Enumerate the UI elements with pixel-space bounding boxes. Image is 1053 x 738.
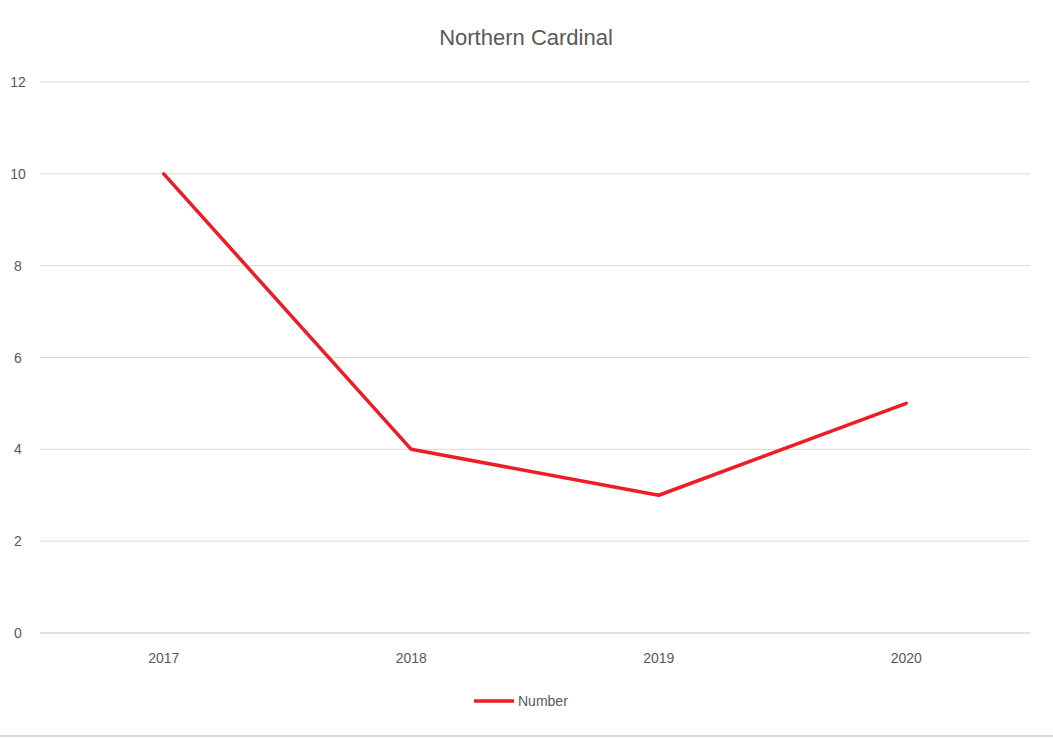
grid-line	[40, 357, 1030, 358]
y-tick-label: 0	[14, 625, 22, 641]
grid-line	[40, 173, 1030, 174]
grid-line	[40, 633, 1030, 634]
x-tick-label: 2018	[396, 650, 427, 666]
title: Northern Cardinal	[439, 25, 613, 50]
frame-edge	[0, 735, 1053, 737]
x-tick-label: 2017	[148, 650, 179, 666]
grid-line	[40, 449, 1030, 450]
grid-line	[40, 265, 1030, 266]
grid-line	[40, 82, 1030, 83]
series-line	[164, 174, 907, 495]
y-tick-label: 2	[14, 533, 22, 549]
y-tick-label: 10	[10, 166, 26, 182]
chart: Northern Cardinal 0 2 4 6 8 10 12 2017 2018 2019 20…	[0, 0, 1053, 738]
y-tick-label: 12	[10, 74, 26, 90]
grid-line	[40, 541, 1030, 542]
y-tick-label: 6	[14, 350, 22, 366]
x-tick-label: 2019	[643, 650, 674, 666]
x-axis	[40, 633, 1030, 634]
plot-area	[164, 174, 907, 495]
legend-label: Number	[518, 693, 568, 709]
y-tick-label: 8	[14, 258, 22, 274]
legend-swatch	[474, 699, 514, 703]
y-tick-label: 4	[14, 441, 22, 457]
x-tick-label: 2020	[891, 650, 922, 666]
